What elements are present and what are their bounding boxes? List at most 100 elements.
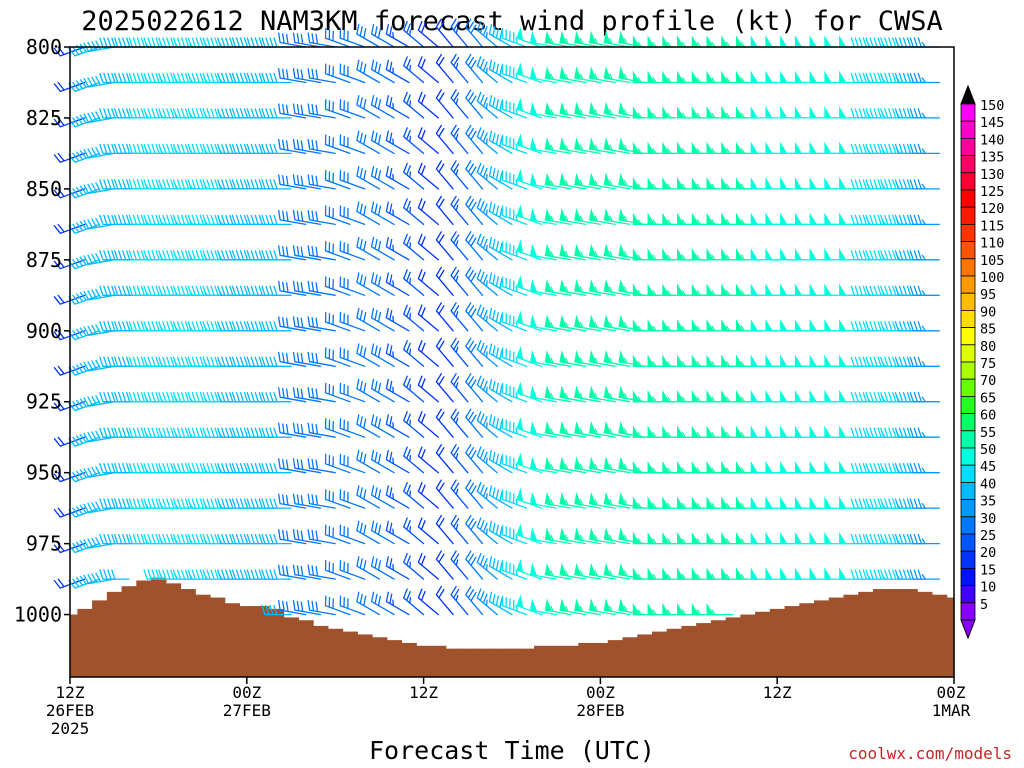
barb-shaft — [261, 250, 292, 261]
barb-shaft — [278, 280, 307, 296]
wind-barb — [187, 143, 218, 155]
wind-barb — [143, 392, 174, 403]
barb-shaft — [529, 396, 557, 403]
wind-barb — [516, 310, 543, 332]
wind-barb — [880, 179, 911, 190]
barb-shaft — [143, 143, 174, 155]
terrain-bar — [151, 577, 167, 677]
wind-barb — [417, 340, 439, 367]
barb-shaft — [465, 53, 484, 84]
barb-shaft — [278, 493, 307, 509]
wind-barb — [403, 304, 425, 332]
barb-shaft — [865, 179, 896, 190]
barb-shaft — [488, 414, 513, 438]
barb-shaft — [246, 392, 277, 403]
wind-barb — [324, 453, 351, 474]
wind-barb — [53, 259, 86, 270]
barb-shaft — [516, 392, 543, 403]
wind-barb — [865, 356, 896, 367]
colorbar-label: 140 — [980, 132, 1004, 148]
barb-shaft — [850, 427, 881, 438]
wind-barb — [735, 141, 764, 155]
barb-shaft — [488, 59, 513, 84]
wind-barb — [278, 103, 307, 119]
barb-shaft — [128, 427, 160, 438]
wind-barb — [618, 30, 646, 48]
wind-barb — [246, 108, 277, 119]
wind-barb — [128, 392, 160, 403]
wind-barb — [261, 250, 292, 261]
wind-barb — [403, 56, 425, 84]
wind-barb — [865, 392, 896, 403]
barb-shaft — [450, 231, 469, 261]
colorbar-label: 100 — [980, 270, 1004, 286]
barb-shaft — [158, 427, 189, 438]
wind-barb — [307, 245, 336, 261]
barb-shaft — [465, 373, 484, 403]
wind-barb — [588, 66, 616, 84]
barb-shaft — [850, 498, 881, 509]
wind-barb — [385, 449, 410, 474]
wind-barb — [574, 101, 602, 119]
terrain-bar — [710, 620, 727, 677]
wind-barb — [187, 533, 218, 545]
wind-barb — [574, 562, 602, 580]
wind-barb — [278, 32, 307, 48]
barb-shaft — [278, 422, 307, 438]
terrain-bar — [578, 642, 594, 677]
wind-barb — [128, 533, 160, 545]
barb-shaft — [339, 27, 366, 48]
wind-barb — [68, 433, 101, 447]
colorbar-swatch — [960, 189, 976, 208]
wind-barb — [465, 408, 484, 438]
barb-shaft — [356, 591, 381, 616]
wind-barb — [544, 562, 572, 580]
wind-barb — [417, 127, 439, 155]
wind-barb — [114, 143, 145, 155]
barb-shaft — [417, 162, 439, 190]
wind-barb — [246, 285, 277, 296]
wind-barb — [385, 520, 410, 545]
barb-shaft — [307, 387, 336, 403]
colorbar-swatch — [960, 481, 976, 500]
wind-barb — [403, 517, 425, 545]
wind-barb — [99, 392, 130, 403]
wind-barb — [417, 411, 439, 438]
barb-shaft — [603, 428, 631, 438]
barb-shaft — [114, 108, 145, 119]
wind-barb — [735, 389, 764, 403]
wind-barb — [574, 456, 602, 474]
barb-shaft — [68, 469, 101, 483]
wind-barb — [143, 214, 174, 226]
barb-shaft — [128, 356, 160, 367]
barb-shaft — [370, 130, 395, 155]
barb-shaft — [53, 436, 86, 447]
wind-barb — [128, 356, 160, 367]
colorbar-swatch — [960, 361, 976, 380]
wind-barb — [850, 143, 881, 155]
wind-barb — [231, 427, 263, 438]
wind-barb — [476, 20, 498, 48]
wind-barb — [574, 208, 602, 226]
wind-barb — [880, 72, 911, 84]
barb-shaft — [894, 250, 926, 261]
wind-barb — [261, 285, 292, 296]
wind-barb — [385, 272, 410, 296]
wind-barb — [83, 572, 115, 585]
wind-barb — [909, 463, 940, 474]
barb-shaft — [68, 327, 101, 341]
wind-barb — [68, 540, 101, 554]
wind-barb — [83, 324, 115, 336]
wind-barb — [476, 411, 498, 438]
wind-barb — [574, 350, 602, 367]
wind-barb — [476, 127, 498, 155]
barb-shaft — [865, 533, 896, 545]
colorbar-swatch — [960, 327, 976, 346]
wind-barb — [68, 504, 101, 518]
wind-barb — [202, 108, 233, 119]
barb-shaft — [143, 179, 174, 190]
barb-shaft — [385, 59, 410, 84]
terrain-bar — [534, 645, 550, 677]
y-tick-label: 975 — [26, 532, 62, 556]
